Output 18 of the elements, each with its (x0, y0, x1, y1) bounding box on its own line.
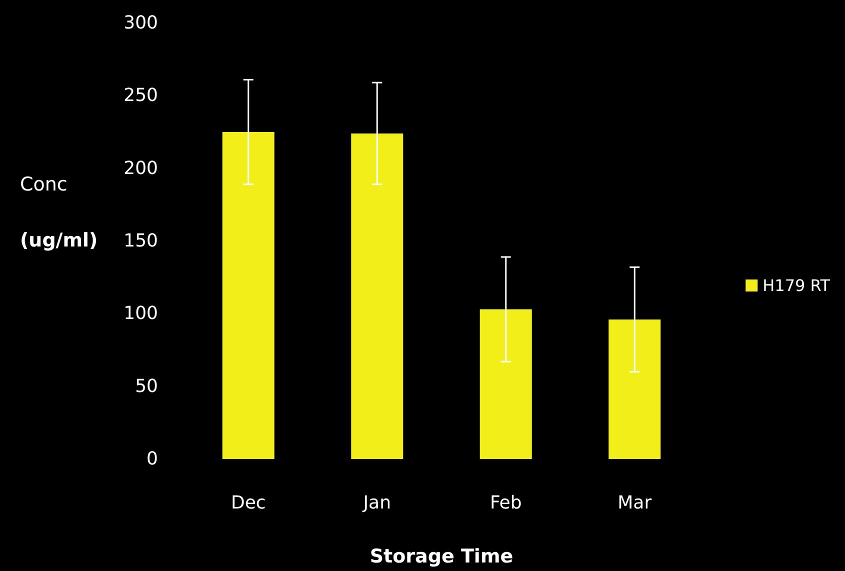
bar (351, 133, 404, 459)
x-tick-label: Feb (490, 492, 522, 514)
bar (222, 132, 274, 459)
y-tick-label: 100 (124, 303, 158, 324)
x-tick-label: Jan (362, 492, 391, 514)
legend-label: H179 RT (762, 276, 830, 295)
y-tick-label: 200 (124, 158, 158, 179)
text: Conc (ug/ml) (20, 174, 98, 252)
x-tick-label: Mar (618, 492, 652, 514)
x-axis-title: Storage Time (370, 546, 514, 568)
y-tick-label: 250 (124, 85, 158, 106)
y-tick-label: 300 (124, 12, 158, 34)
y-tick-label: 50 (135, 376, 158, 397)
x-tick-label: Dec (230, 492, 266, 514)
y-tick-label: 0 (146, 448, 158, 470)
y-tick-label: 150 (124, 230, 158, 252)
bar (608, 319, 661, 459)
bar (480, 309, 532, 459)
